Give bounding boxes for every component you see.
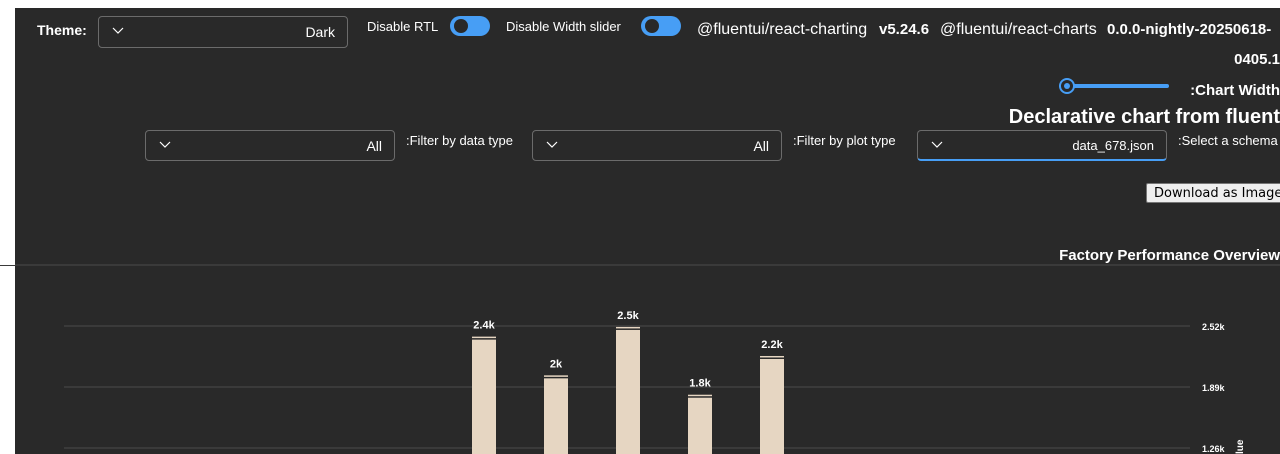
bar[interactable] (472, 339, 496, 454)
bar[interactable] (616, 329, 640, 454)
bar-data-label: 2.4k (473, 320, 495, 332)
theme-label: Theme: (37, 22, 87, 38)
app-root: Theme: Dark Disable RTL Disable Width sl… (15, 8, 1280, 454)
bar-data-label: 2.2k (761, 339, 783, 351)
disable-width-slider-label: Disable Width slider (506, 19, 621, 34)
bar-cap (544, 375, 568, 377)
schema-dropdown[interactable]: data_678.json (917, 130, 1167, 161)
toggle-knob (454, 19, 468, 33)
toggle-knob (645, 19, 659, 33)
bar-cap (616, 326, 640, 329)
y-axis-label: lue (1235, 439, 1246, 454)
chart-title: Factory Performance Overview (1059, 247, 1280, 264)
bar-cap (688, 394, 712, 397)
theme-dropdown[interactable]: Dark (98, 16, 348, 48)
plot-type-dropdown[interactable]: All (532, 130, 782, 161)
divider (0, 265, 15, 266)
package-charts-version-cont: 0405.1 (1234, 51, 1280, 68)
bar-data-label: 2.5k (617, 310, 639, 322)
bar[interactable] (688, 397, 712, 454)
filter-data-type-label: :Filter by data type (406, 133, 513, 148)
y-tick-label: 2.52k (1202, 322, 1226, 332)
chart-width-slider-track[interactable] (1059, 84, 1169, 88)
schema-value: data_678.json (1072, 138, 1154, 153)
disable-rtl-label: Disable RTL (367, 19, 439, 34)
page-title: Declarative chart from fluent (1008, 106, 1280, 128)
y-tick-label: 1.26k (1202, 444, 1226, 454)
bar[interactable] (760, 358, 784, 454)
download-image-button[interactable]: Download as Image (1146, 183, 1280, 203)
y-tick-label: 1.89k (1202, 383, 1226, 393)
plot-type-value: All (753, 138, 769, 154)
disable-rtl-toggle[interactable] (450, 16, 490, 36)
bar-cap (760, 355, 784, 358)
chevron-down-icon (546, 141, 558, 148)
filter-plot-type-label: :Filter by plot type (793, 133, 896, 148)
data-type-value: All (366, 138, 382, 154)
package-charting-version: v5.24.6 (879, 21, 930, 38)
chevron-down-icon (112, 27, 124, 34)
bar-chart: Factory Performance Overview 2.4k 2k 2.5k 1… (15, 247, 1280, 454)
bar[interactable] (544, 378, 568, 454)
disable-width-slider-toggle[interactable] (641, 16, 681, 36)
bar-cap (472, 336, 496, 339)
chart-width-slider-thumb[interactable] (1059, 78, 1075, 94)
data-type-dropdown[interactable]: All (145, 130, 395, 161)
chart-width-label: :Chart Width (1190, 82, 1280, 99)
chevron-down-icon (159, 141, 171, 148)
package-charts-version: 0.0.0-nightly-20250618- (1107, 21, 1272, 38)
package-charting-name: @fluentui/react-charting (697, 21, 868, 38)
bar-data-label: 1.8k (689, 378, 711, 390)
package-charts-name: @fluentui/react-charts (940, 21, 1097, 38)
chevron-down-icon (931, 141, 943, 148)
bar-data-label: 2k (550, 358, 563, 370)
select-schema-label: :Select a schema (1178, 133, 1278, 148)
theme-value: Dark (305, 24, 335, 40)
